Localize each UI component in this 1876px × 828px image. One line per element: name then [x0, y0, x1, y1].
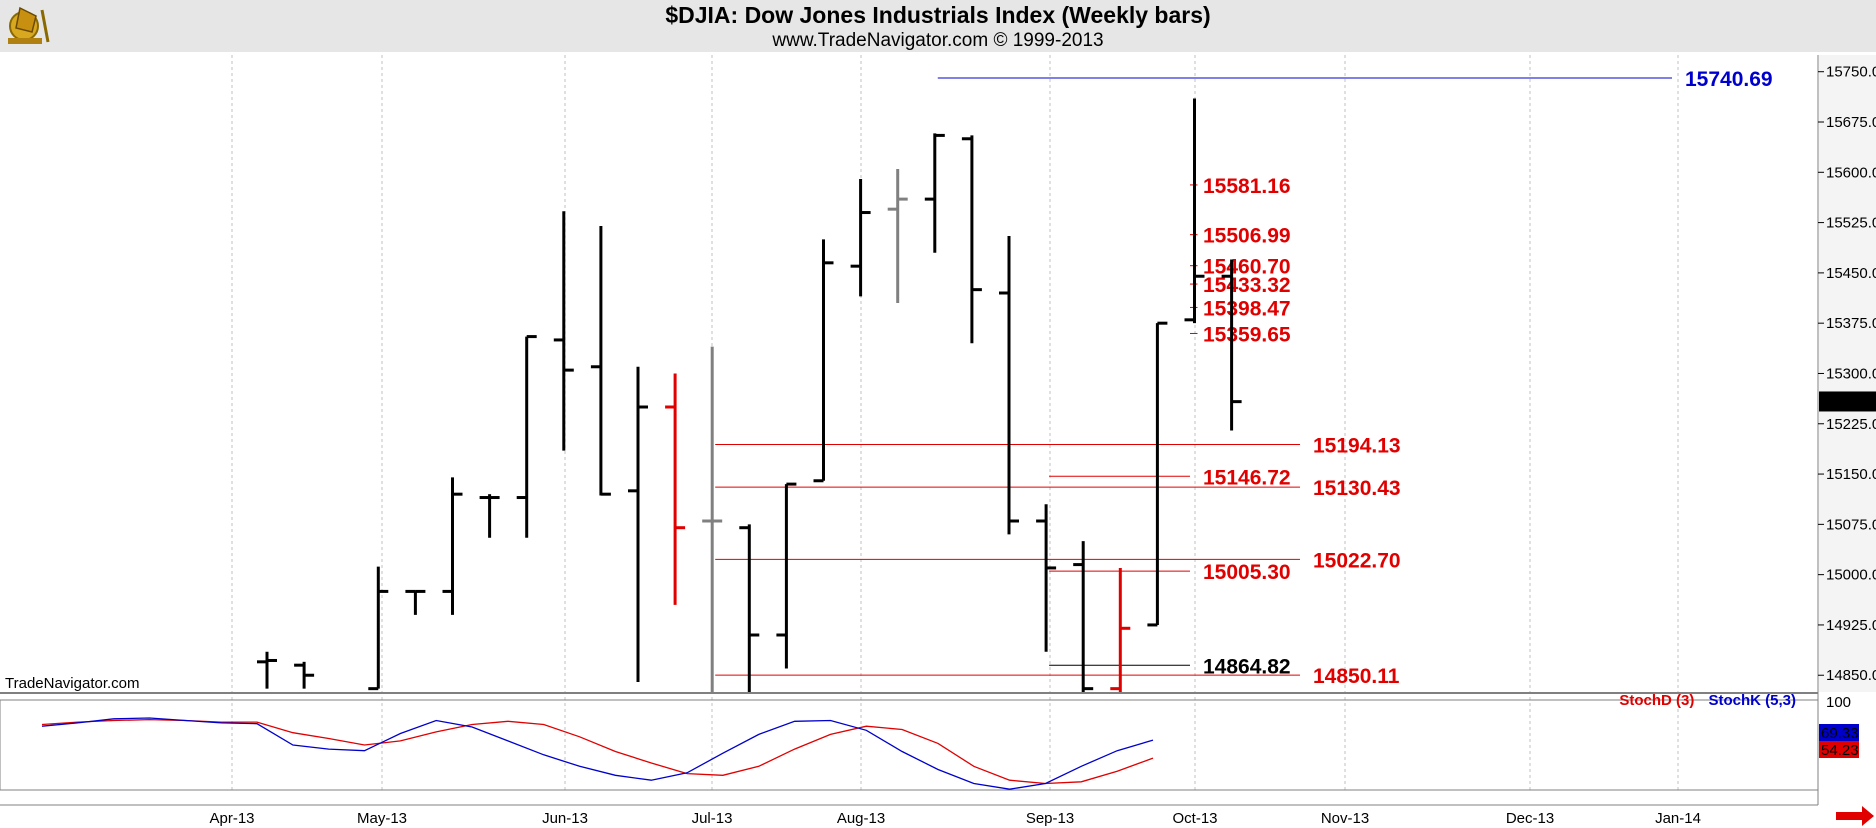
chart-header: $DJIA: Dow Jones Industrials Index (Week…: [0, 0, 1876, 52]
stoch-d-line: [41, 718, 1154, 785]
stochastic-legend: StochD (3) StochK (5,3): [1619, 692, 1796, 709]
level-label: 15398.47: [1203, 297, 1291, 320]
price-axis-bg: [1819, 55, 1876, 692]
y-tick-label: 15450.00: [1826, 265, 1876, 282]
y-tick-label: 14850.00: [1826, 667, 1876, 684]
y-tick-label: 15525.00: [1826, 215, 1876, 232]
y-tick-label: 15075.00: [1826, 516, 1876, 533]
ohlc-bars: [257, 98, 1242, 692]
stoch-d-value: 54.23: [1821, 742, 1859, 759]
stoch-k-legend: StochK (5,3): [1708, 692, 1796, 709]
watermark: TradeNavigator.com: [5, 675, 140, 692]
stoch-k-value: 69.33: [1821, 725, 1859, 742]
y-tick-label: 15675.00: [1826, 114, 1876, 131]
level-lines: 15740.69 15581.16 15506.99 15460.7015433.32…: [715, 68, 1773, 688]
x-tick-label: Jun-13: [542, 810, 588, 827]
x-tick-label: Aug-13: [837, 810, 885, 827]
y-tick-label: 15375.00: [1826, 315, 1876, 332]
x-tick-label: Nov-13: [1321, 810, 1369, 827]
y-tick-label: 15300.00: [1826, 365, 1876, 382]
chart-subtitle: www.TradeNavigator.com © 1999-2013: [772, 30, 1104, 51]
current-price-label: 15258.24: [1821, 393, 1876, 410]
x-tick-label: Jul-13: [692, 810, 733, 827]
chart-title: $DJIA: Dow Jones Industrials Index (Week…: [665, 2, 1211, 28]
x-tick-label: Oct-13: [1172, 810, 1217, 827]
level-label: 15005.30: [1203, 561, 1291, 584]
level-label: 14864.82: [1203, 655, 1291, 678]
x-tick-label: Apr-13: [209, 810, 254, 827]
x-tick-label: Sep-13: [1026, 810, 1074, 827]
price-axis: 14850.00 14925.00 15000.00 15075.00 15150.00…: [1817, 55, 1876, 805]
date-axis: Apr-13 May-13 Jun-13 Jul-13 Aug-13 Sep-13 Oct-…: [0, 804, 1874, 827]
level-label: 15460.70: [1203, 256, 1291, 279]
y-tick-label: 15150.00: [1826, 466, 1876, 483]
x-tick-label: Dec-13: [1506, 810, 1554, 827]
level-label: 15740.69: [1685, 68, 1773, 91]
level-label: 14850.11: [1313, 665, 1400, 688]
stoch-y-tick-label: 100: [1826, 694, 1851, 711]
stoch-k-value-box: [1819, 724, 1859, 741]
level-label: 15022.70: [1313, 549, 1401, 572]
level-label: 15581.16: [1203, 175, 1291, 198]
y-tick-label: 15000.00: [1826, 567, 1876, 584]
level-label: 15194.13: [1313, 434, 1401, 457]
stoch-panel-frame: [0, 699, 1819, 791]
scroll-right-arrow-icon: [1836, 806, 1874, 826]
tradenavigator-logo-icon: [2, 2, 54, 50]
x-tick-label: Jan-14: [1655, 810, 1701, 827]
level-label: 15130.43: [1313, 477, 1401, 500]
stoch-k-line: [41, 717, 1154, 790]
y-tick-label: 15225.00: [1826, 416, 1876, 433]
level-label: 15359.65: [1203, 323, 1291, 346]
level-label: 15506.99: [1203, 225, 1291, 248]
y-tick-label: 14925.00: [1826, 617, 1876, 634]
stoch-d-legend: StochD (3): [1619, 692, 1695, 709]
level-label: 15433.32: [1203, 274, 1291, 297]
current-price-box: [1819, 391, 1876, 412]
y-tick-label: 15600.00: [1826, 164, 1876, 181]
level-label: 15146.72: [1203, 466, 1291, 489]
grid-lines: [0, 55, 1818, 790]
x-tick-label: May-13: [357, 810, 407, 827]
y-tick-label: 15750.00: [1826, 64, 1876, 81]
stoch-d-value-box: [1819, 741, 1859, 758]
